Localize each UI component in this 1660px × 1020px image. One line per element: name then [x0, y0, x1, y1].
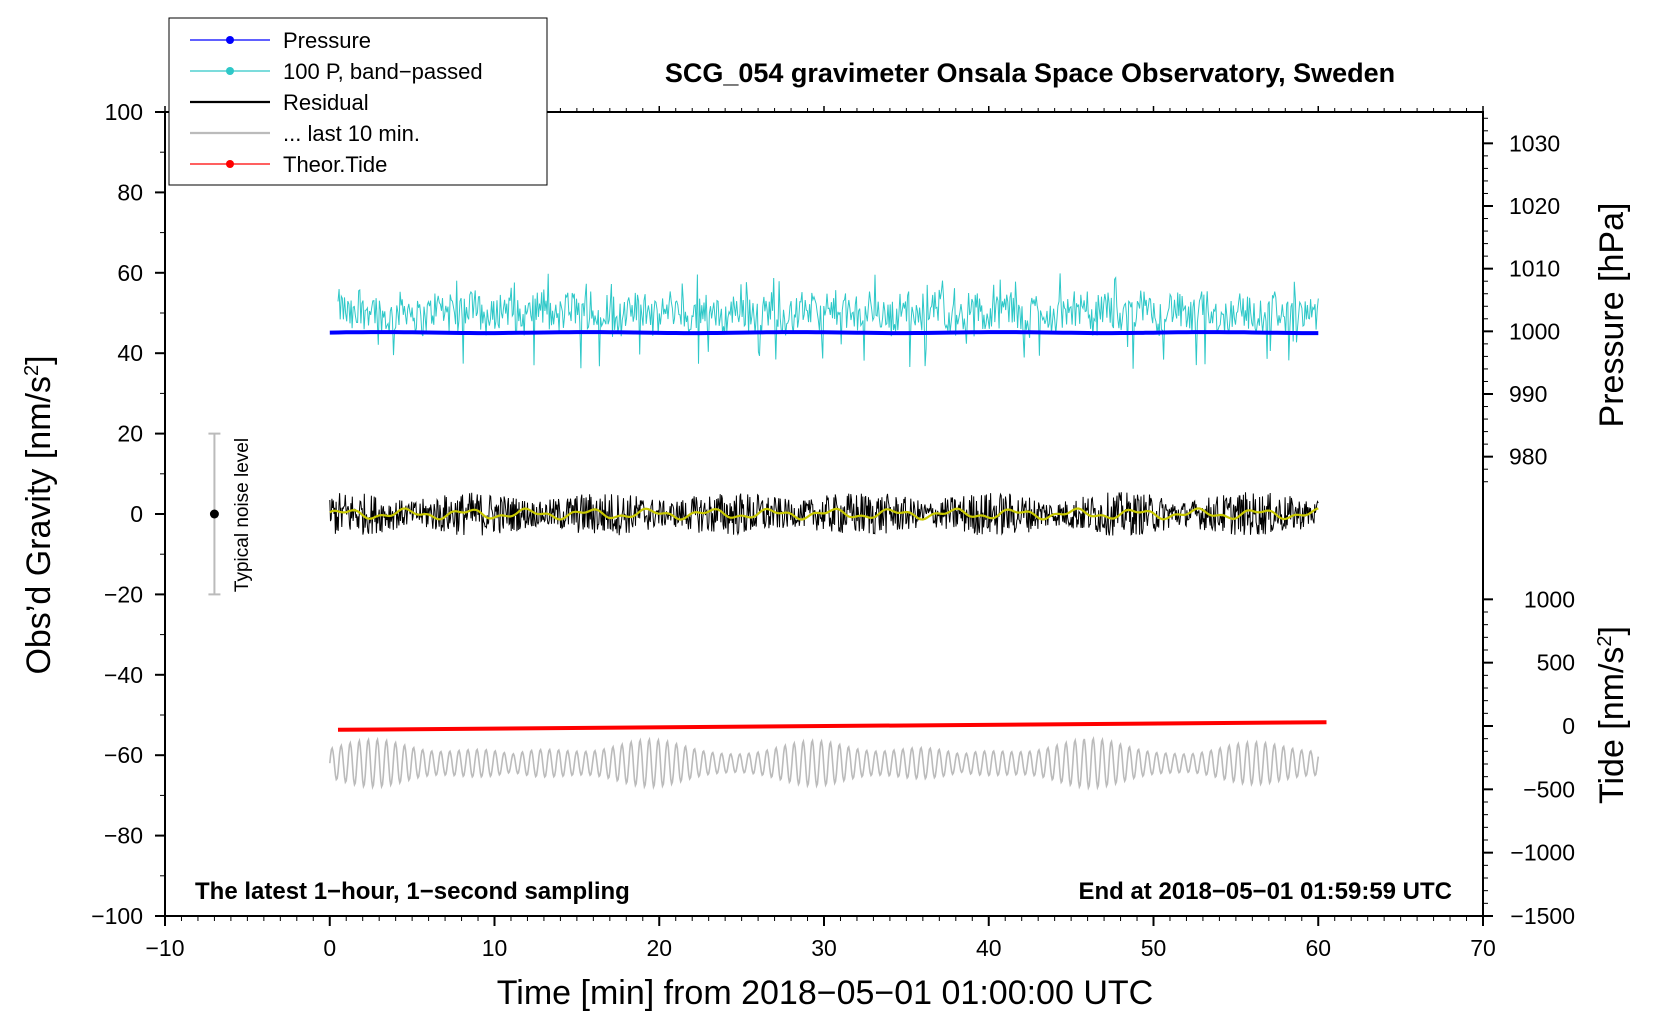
- y-tick-label: −40: [104, 662, 143, 688]
- pressure-tick-label: 1020: [1509, 193, 1560, 219]
- y-tick-label: 0: [130, 501, 143, 527]
- x-tick-label: −10: [145, 935, 184, 961]
- tide-tick-label: −500: [1523, 776, 1575, 802]
- x-axis-title: Time [min] from 2018−05−01 01:00:00 UTC: [497, 974, 1153, 1012]
- y-tick-label: −20: [104, 581, 143, 607]
- theoretical-tide-series: [337, 720, 1327, 732]
- pressure-tick-label: 1000: [1509, 318, 1560, 344]
- legend-label-0: Pressure: [283, 28, 371, 53]
- y-tick-label: −60: [104, 742, 143, 768]
- pressure-tick-label: 1030: [1509, 130, 1560, 156]
- residual-smoothed-line: [329, 507, 1319, 521]
- residual-smoothed-series: [329, 507, 1319, 521]
- band-passed-pressure-line: [337, 273, 1319, 369]
- pressure-tick-label: 980: [1509, 444, 1547, 470]
- noise-level-bar: [208, 432, 221, 596]
- noise-level-label: Typical noise level: [232, 438, 253, 592]
- legend: Pressure 100 P, band−passed Residual ... la…: [168, 17, 548, 186]
- x-axis: −10 0 10 20 30 40 50 60 70: [145, 106, 1496, 961]
- y-axis-tide-title: Tide [nm/s2]: [1593, 626, 1631, 804]
- noise-bar-center-dot: [209, 509, 219, 519]
- y-tick-label: 60: [117, 260, 143, 286]
- pressure-tick-label: 1010: [1509, 256, 1560, 282]
- legend-label-3: ... last 10 min.: [283, 121, 420, 146]
- tide-tick-label: −1500: [1510, 903, 1575, 929]
- legend-label-2: Residual: [283, 90, 369, 115]
- band-passed-pressure-series: [337, 273, 1319, 369]
- pressure-tick-label: 990: [1509, 381, 1547, 407]
- end-time-note: End at 2018−05−01 01:59:59 UTC: [1078, 878, 1452, 905]
- x-tick-label: 30: [811, 935, 837, 961]
- y-axis-gravity-title: Obs’d Gravity [nm/s2]: [20, 355, 58, 674]
- tide-tick-label: −1000: [1510, 840, 1575, 866]
- theoretical-tide-line: [337, 720, 1327, 732]
- y-tick-label: 80: [117, 179, 143, 205]
- x-tick-label: 60: [1305, 935, 1331, 961]
- pressure-series: [329, 330, 1319, 336]
- legend-marker-4: [226, 160, 234, 168]
- legend-label-1: 100 P, band−passed: [283, 59, 483, 84]
- y-axis-gravity: −100 −80 −60 −40 −20 0 20 40 60 80 100: [91, 99, 165, 929]
- sampling-note: The latest 1−hour, 1−second sampling: [195, 878, 630, 905]
- y-axis-pressure: 980 990 1000 1010 1020 1030: [1483, 117, 1560, 483]
- y-axis-pressure-title: Pressure [hPa]: [1593, 203, 1631, 428]
- y-tick-label: 40: [117, 340, 143, 366]
- legend-label-4: Theor.Tide: [283, 152, 387, 177]
- y-tick-label: −100: [91, 903, 143, 929]
- y-tick-label: 20: [117, 421, 143, 447]
- x-tick-label: 40: [976, 935, 1002, 961]
- x-tick-label: 10: [482, 935, 508, 961]
- tide-tick-label: 500: [1537, 650, 1575, 676]
- y-axis-tide: −1500 −1000 −500 0 500 1000: [1483, 586, 1575, 929]
- x-tick-label: 50: [1141, 935, 1167, 961]
- last-10-min-series: [329, 736, 1320, 791]
- last-10-min-line: [329, 736, 1320, 791]
- y-tick-label: 100: [105, 99, 143, 125]
- pressure-line: [329, 330, 1319, 336]
- tide-tick-label: 1000: [1524, 586, 1575, 612]
- x-tick-label: 70: [1470, 935, 1496, 961]
- x-tick-label: 0: [323, 935, 336, 961]
- tide-tick-label: 0: [1562, 713, 1575, 739]
- legend-marker-0: [226, 36, 234, 44]
- x-tick-label: 20: [646, 935, 672, 961]
- y-tick-label: −80: [104, 823, 143, 849]
- chart-title: SCG_054 gravimeter Onsala Space Observat…: [665, 58, 1395, 88]
- legend-marker-1: [226, 67, 234, 75]
